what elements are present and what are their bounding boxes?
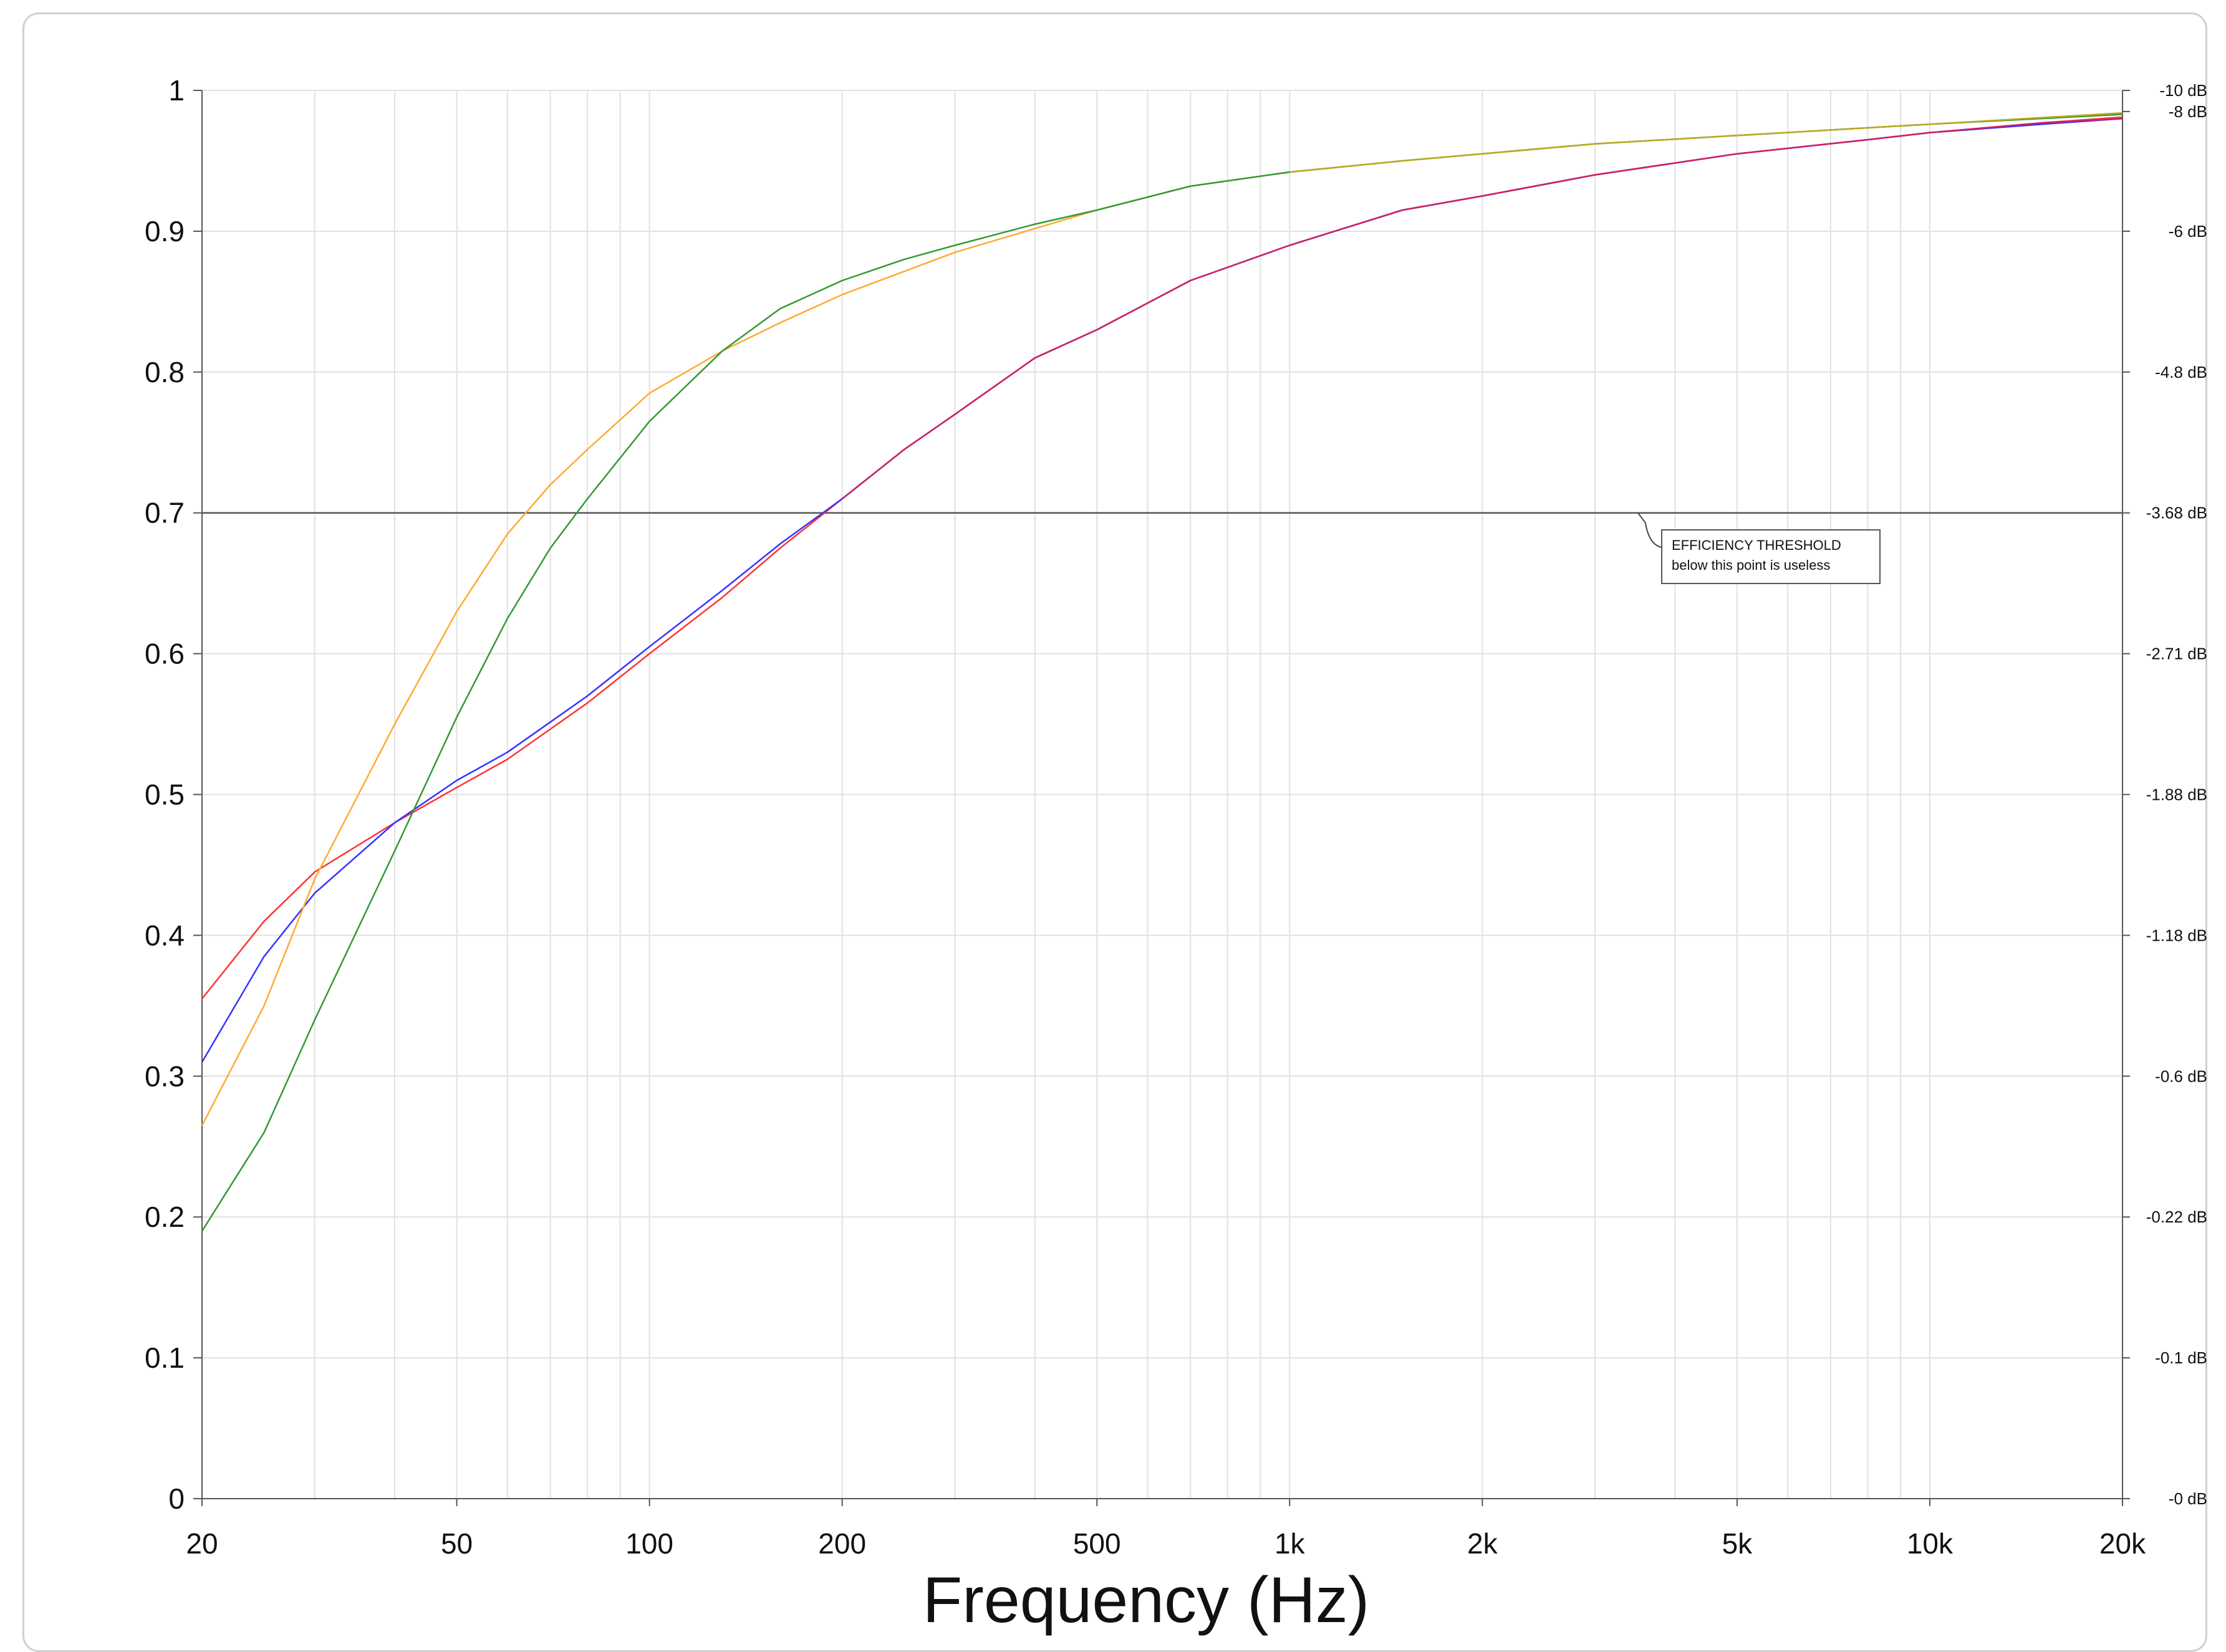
annotation-line-2: below this point is useless xyxy=(1672,557,1830,573)
y2-tick-label: -2.71 dB xyxy=(2146,645,2207,663)
y2-tick-label: -6 dB xyxy=(2169,222,2207,241)
y2-tick-labels: -0 dB -0.1 dB -0.22 dB -0.6 dB -1.18 dB -1.88… xyxy=(2146,81,2207,1508)
x-axis-label: Frequency (Hz) xyxy=(923,1564,1370,1636)
y2-tick-label: -1.18 dB xyxy=(2146,926,2207,944)
x-tick-label: 50 xyxy=(441,1527,473,1560)
y-tick-label: 0.6 xyxy=(145,638,185,670)
series-group xyxy=(201,112,2123,1232)
y2-tick-label: -3.68 dB xyxy=(2146,504,2207,522)
threshold-annotation: EFFICIENCY THRESHOLD below this point is… xyxy=(1637,512,1881,584)
series-line-5 xyxy=(1289,112,2123,173)
annotation-box xyxy=(1661,529,1881,584)
y-tick-label: 0.9 xyxy=(145,215,185,247)
x-tick-label: 5k xyxy=(1722,1527,1753,1560)
y-tick-label: 1 xyxy=(168,74,185,107)
x-tick-label: 2k xyxy=(1467,1527,1498,1560)
x-tick-label: 10k xyxy=(1907,1527,1954,1560)
series-line-4 xyxy=(201,113,2123,1232)
y-tick-label: 0.2 xyxy=(145,1201,185,1233)
annotation-line-1: EFFICIENCY THRESHOLD xyxy=(1672,537,1841,553)
x-tick-label: 1k xyxy=(1274,1527,1306,1560)
y2-tick-label: -10 dB xyxy=(2159,81,2207,100)
x-tick-label: 20k xyxy=(2099,1527,2146,1560)
x-tick-label: 500 xyxy=(1073,1527,1121,1560)
y-tick-label: 0.8 xyxy=(145,356,185,388)
x-tick-label: 20 xyxy=(186,1527,218,1560)
series-line-3 xyxy=(201,113,2123,1126)
y2-tick-label: -8 dB xyxy=(2169,102,2207,121)
y-tick-label: 0.3 xyxy=(145,1060,185,1092)
y-tick-label: 0.4 xyxy=(145,919,185,951)
y2-tick-label: -4.8 dB xyxy=(2155,363,2207,382)
y2-tick-label: -0 dB xyxy=(2169,1489,2207,1508)
y2-tick-label: -0.22 dB xyxy=(2146,1208,2207,1226)
x-tick-label: 200 xyxy=(818,1527,866,1560)
chart-frame xyxy=(22,12,2207,1652)
annotation-leader xyxy=(1637,512,1662,548)
x-tick-labels: 20 50 100 200 500 1k 2k 5k 10k 20k xyxy=(186,1527,2146,1560)
y-tick-label: 0.1 xyxy=(145,1342,185,1374)
major-grid xyxy=(202,90,2122,1499)
y-tick-label: 0.7 xyxy=(145,497,185,529)
x-tick-label: 100 xyxy=(625,1527,673,1560)
axes xyxy=(193,90,2130,1506)
y-tick-label: 0 xyxy=(168,1482,185,1515)
y-tick-labels: 0 0.1 0.2 0.3 0.4 0.5 0.6 0.7 0.8 0.9 1 xyxy=(145,74,185,1515)
y2-tick-label: -1.88 dB xyxy=(2146,785,2207,804)
y2-tick-label: -0.1 dB xyxy=(2155,1348,2207,1367)
series-line-2 xyxy=(201,117,2123,1063)
y2-tick-label: -0.6 dB xyxy=(2155,1067,2207,1085)
y-tick-label: 0.5 xyxy=(145,779,185,811)
series-line-6 xyxy=(841,117,2123,500)
